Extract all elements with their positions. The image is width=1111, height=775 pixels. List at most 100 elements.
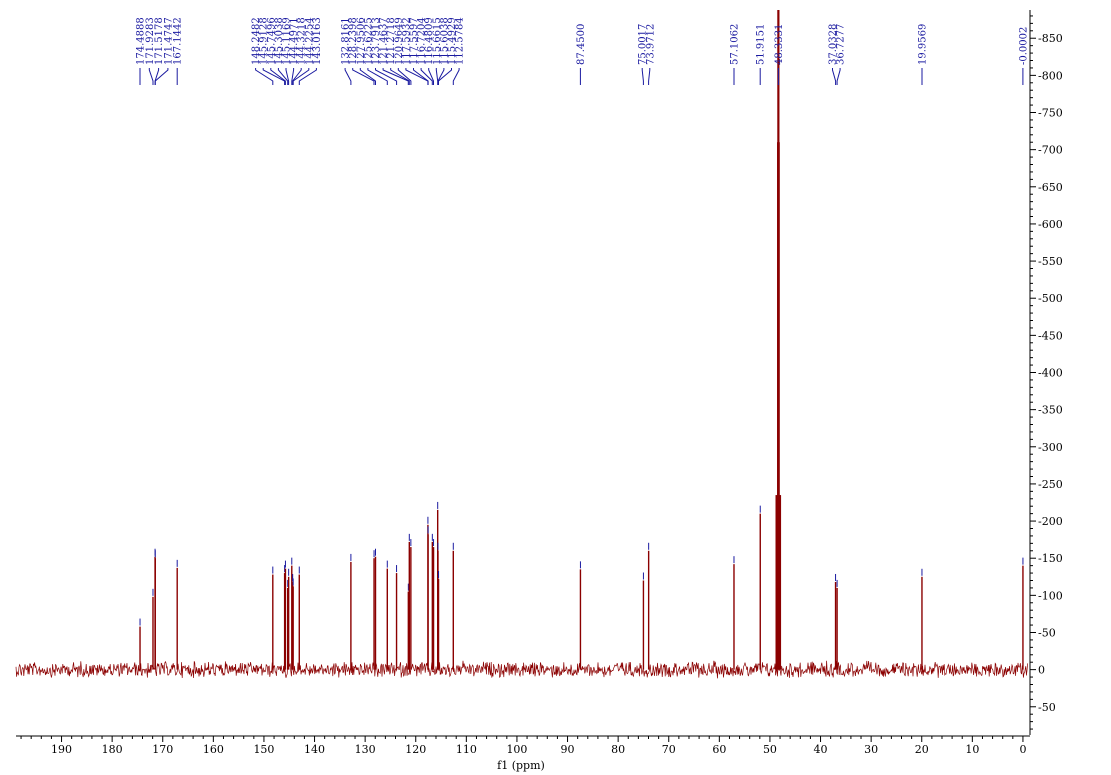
y-tick-label: 0 [1038, 664, 1045, 677]
peak-label-7: 145.7496 [266, 17, 286, 85]
peak-label-connector [352, 68, 375, 85]
peak-label-39: -0.0002 [1018, 27, 1029, 85]
peak-label-connector [648, 68, 651, 85]
peak-label-3: 171.4747 [154, 17, 174, 85]
peak-label-text: 171.4747 [163, 17, 174, 65]
peak-label-31: 75.0017 [638, 24, 649, 85]
x-tick-label: 50 [763, 743, 777, 756]
y-tick-label: -400 [1038, 367, 1063, 380]
x-tick-label: 100 [506, 743, 527, 756]
peak-label-33: 57.1062 [730, 24, 741, 85]
peak-label-4: 167.1442 [173, 17, 184, 85]
y-tick-label: -150 [1038, 552, 1063, 565]
peak-label-35: 48.3331 [774, 24, 785, 85]
peak-label-connector [344, 68, 352, 85]
peak-label-21: 120.9649 [394, 17, 412, 85]
peak-label-text: 115.6038 [439, 17, 450, 65]
x-tick-label: 60 [712, 743, 726, 756]
peak-label-text: 121.2718 [386, 17, 397, 65]
peak-label-text: 115.4929 [447, 17, 458, 65]
peak-label-text: 171.5178 [154, 17, 165, 65]
peak-label-text: 127.9506 [356, 17, 367, 65]
peak-label-text: 148.2482 [251, 17, 262, 65]
peak-label-text: 57.1062 [730, 24, 741, 65]
x-tick-label: 130 [355, 743, 376, 756]
x-tick-label: 180 [102, 743, 123, 756]
peak-label-10: 144.4971 [289, 17, 300, 85]
peak-label-24: 116.7204 [417, 17, 433, 85]
peak-label-connector [255, 68, 274, 85]
x-tick-label: 160 [203, 743, 224, 756]
peaks-group [139, 10, 1024, 670]
peak-label-text: 128.2398 [348, 17, 359, 65]
peak-label-9: 145.1169 [282, 17, 293, 85]
peak-label-connector [291, 68, 295, 85]
peak-label-text: 145.7496 [266, 17, 277, 65]
y-tick-label: -750 [1038, 107, 1063, 120]
peak-label-connector [359, 68, 376, 85]
peak-label-18: 123.7913 [371, 17, 398, 85]
peak-label-28: 115.4929 [438, 17, 458, 85]
peak-label-connector [285, 68, 290, 85]
peak-label-connector [262, 68, 286, 85]
peak-label-text: 145.3038 [274, 17, 285, 65]
peak-label-connector [382, 68, 409, 85]
peak-label-text: 167.1442 [173, 17, 184, 65]
peak-label-connector [277, 68, 289, 85]
x-tick-label: 120 [405, 743, 426, 756]
peak-label-15: 128.2398 [348, 17, 375, 85]
peak-label-text: 174.4888 [136, 17, 147, 65]
peak-label-connector [428, 68, 434, 85]
peak-label-text: 145.9128 [259, 17, 270, 65]
peak-label-connector [836, 68, 841, 85]
peak-label-37: 36.7277 [836, 24, 847, 85]
peak-label-connector [397, 68, 412, 85]
peak-label-29: 112.5784 [452, 17, 466, 85]
peak-label-17: 125.6225 [363, 17, 388, 85]
peak-label-text: 48.3331 [774, 24, 785, 65]
peak-label-text: 123.7913 [371, 17, 382, 65]
peak-label-text: 143.0163 [312, 17, 323, 65]
peak-label-connector [413, 68, 429, 85]
peak-label-8: 145.3038 [274, 17, 289, 85]
y-tick-label: -800 [1038, 69, 1063, 82]
y-tick-label: -50 [1038, 626, 1056, 639]
peak-label-text: 73.9712 [645, 24, 656, 65]
peak-label-connector [390, 68, 410, 85]
peak-label-connector [641, 68, 644, 85]
peak-label-text: 121.4637 [379, 17, 390, 65]
x-tick-label: 80 [611, 743, 625, 756]
peak-label-connector [438, 68, 452, 85]
peak-label-36: 37.0328 [828, 24, 839, 85]
peak-label-connector [270, 68, 286, 85]
peak-label-connector [435, 68, 439, 85]
peak-label-text: 87.4500 [576, 24, 587, 65]
peak-label-text: 144.4971 [289, 17, 300, 65]
peak-label-text: 144.2254 [304, 17, 315, 65]
y-tick-label: -300 [1038, 441, 1063, 454]
peak-label-connector [420, 68, 433, 85]
peak-label-5: 148.2482 [251, 17, 274, 85]
peak-label-connector [367, 68, 388, 85]
x-tick-label: 140 [304, 743, 325, 756]
peak-labels-group: 174.4888171.9283171.5178171.4747167.1442… [136, 17, 1029, 85]
y-tick-label: -350 [1038, 404, 1063, 417]
x-axis: 190 180 170 160 150 140 130 120 110 100 90 80 70 60 50… [16, 735, 1030, 756]
x-tick-label: 110 [456, 743, 477, 756]
baseline-noise [15, 660, 1028, 679]
x-tick-label: 90 [561, 743, 575, 756]
y-tick-label: -100 [1038, 589, 1063, 602]
peak-label-connector [148, 68, 154, 85]
x-tick-label: 150 [253, 743, 274, 756]
peak-label-connector [154, 68, 169, 85]
peak-label-23: 117.5597 [409, 17, 429, 85]
peak-label-20: 121.2718 [386, 17, 410, 85]
peak-label-connector [298, 68, 317, 85]
peak-label-text: 125.6225 [363, 17, 374, 65]
peak-label-text: 36.7277 [836, 24, 847, 65]
peak-label-text: 144.3218 [297, 17, 308, 65]
peak-label-14: 132.8161 [341, 17, 352, 85]
peak-label-1: 171.9283 [145, 17, 156, 85]
peak-label-connector [452, 68, 460, 85]
y-tick-label: -600 [1038, 218, 1063, 231]
